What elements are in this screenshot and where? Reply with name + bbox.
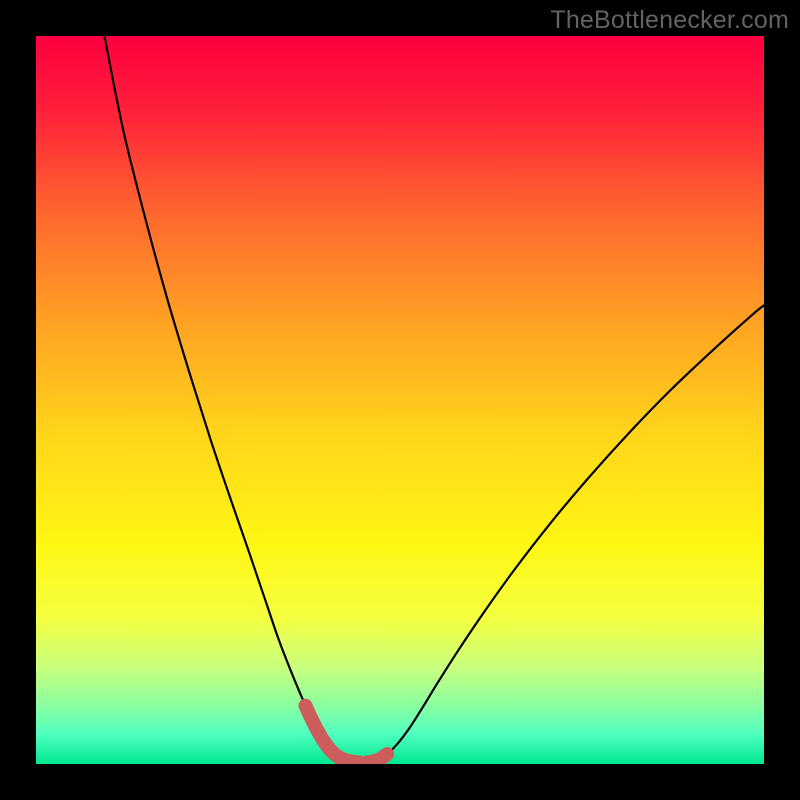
bottleneck-chart	[36, 36, 764, 764]
watermark-text: TheBottlenecker.com	[550, 6, 789, 35]
stage: TheBottlenecker.com	[0, 0, 800, 800]
highlight-blob-1	[368, 754, 388, 762]
plot-area	[36, 36, 764, 764]
gradient-background	[36, 36, 764, 764]
